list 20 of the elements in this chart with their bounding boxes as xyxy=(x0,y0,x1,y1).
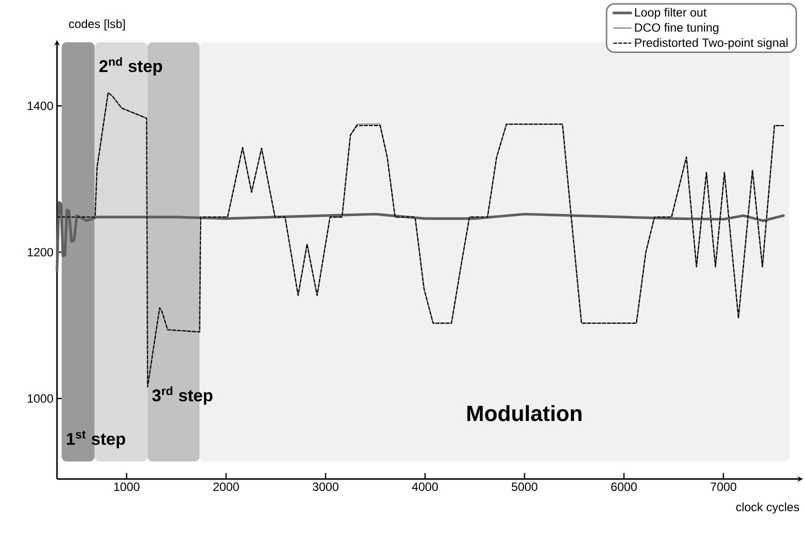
x-tick-label: 4000 xyxy=(412,482,438,491)
y-tick-label: 1000 xyxy=(28,394,54,403)
x-tick-label: 2000 xyxy=(213,482,239,491)
x-tick-label: 6000 xyxy=(611,482,637,491)
x-axis-title: clock cycles xyxy=(736,502,800,514)
x-tick-label: 5000 xyxy=(512,482,538,491)
band-label: Modulation xyxy=(467,405,582,422)
x-tick-label: 7000 xyxy=(710,482,736,491)
legend-label: Predistorted Two-point signal xyxy=(635,38,788,50)
band-label: 3$^{rd}$ step xyxy=(152,386,212,405)
x-tick-label: 3000 xyxy=(312,482,338,491)
legend-label: DCO fine tuning xyxy=(635,23,718,34)
y-axis-title: codes [lsb] xyxy=(69,19,125,30)
y-tick-label: 1200 xyxy=(28,248,54,256)
band-label: 2$^{nd}$ step xyxy=(99,57,162,76)
band-label: 1$^{st}$ step xyxy=(66,430,126,448)
y-tick-label: 1400 xyxy=(28,102,54,110)
line-series xyxy=(56,201,785,272)
x-tick-label: 1000 xyxy=(114,482,140,491)
legend-label: Loop filter out xyxy=(635,8,706,20)
